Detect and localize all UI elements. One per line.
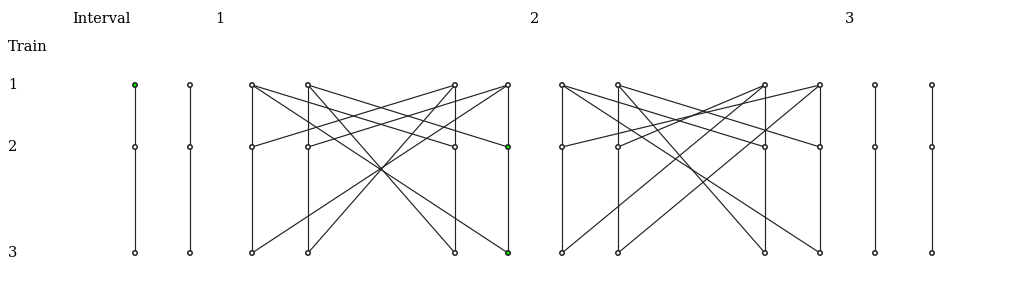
Circle shape [305,145,310,149]
Text: 2: 2 [8,140,17,154]
Text: Interval: Interval [72,12,130,26]
Circle shape [187,83,192,87]
Circle shape [187,145,192,149]
Circle shape [929,83,935,87]
Circle shape [872,145,878,149]
Circle shape [305,83,310,87]
Text: 1: 1 [8,78,17,92]
Circle shape [872,83,878,87]
Circle shape [616,83,620,87]
Circle shape [506,83,510,87]
Text: 3: 3 [845,12,855,26]
Circle shape [560,145,564,149]
Text: 2: 2 [530,12,540,26]
Circle shape [453,145,457,149]
Circle shape [132,251,137,255]
Circle shape [762,145,768,149]
Circle shape [249,251,254,255]
Circle shape [187,251,192,255]
Circle shape [929,251,935,255]
Circle shape [249,83,254,87]
Text: Train: Train [8,40,48,54]
Circle shape [453,83,457,87]
Circle shape [506,251,510,255]
Circle shape [249,145,254,149]
Circle shape [305,251,310,255]
Circle shape [616,251,620,255]
Text: 3: 3 [8,246,17,260]
Circle shape [506,145,510,149]
Text: 1: 1 [216,12,225,26]
Circle shape [132,83,137,87]
Circle shape [817,251,823,255]
Circle shape [929,145,935,149]
Circle shape [560,83,564,87]
Circle shape [817,83,823,87]
Circle shape [560,251,564,255]
Circle shape [616,145,620,149]
Circle shape [762,83,768,87]
Circle shape [762,251,768,255]
Circle shape [453,251,457,255]
Circle shape [817,145,823,149]
Circle shape [132,145,137,149]
Circle shape [872,251,878,255]
